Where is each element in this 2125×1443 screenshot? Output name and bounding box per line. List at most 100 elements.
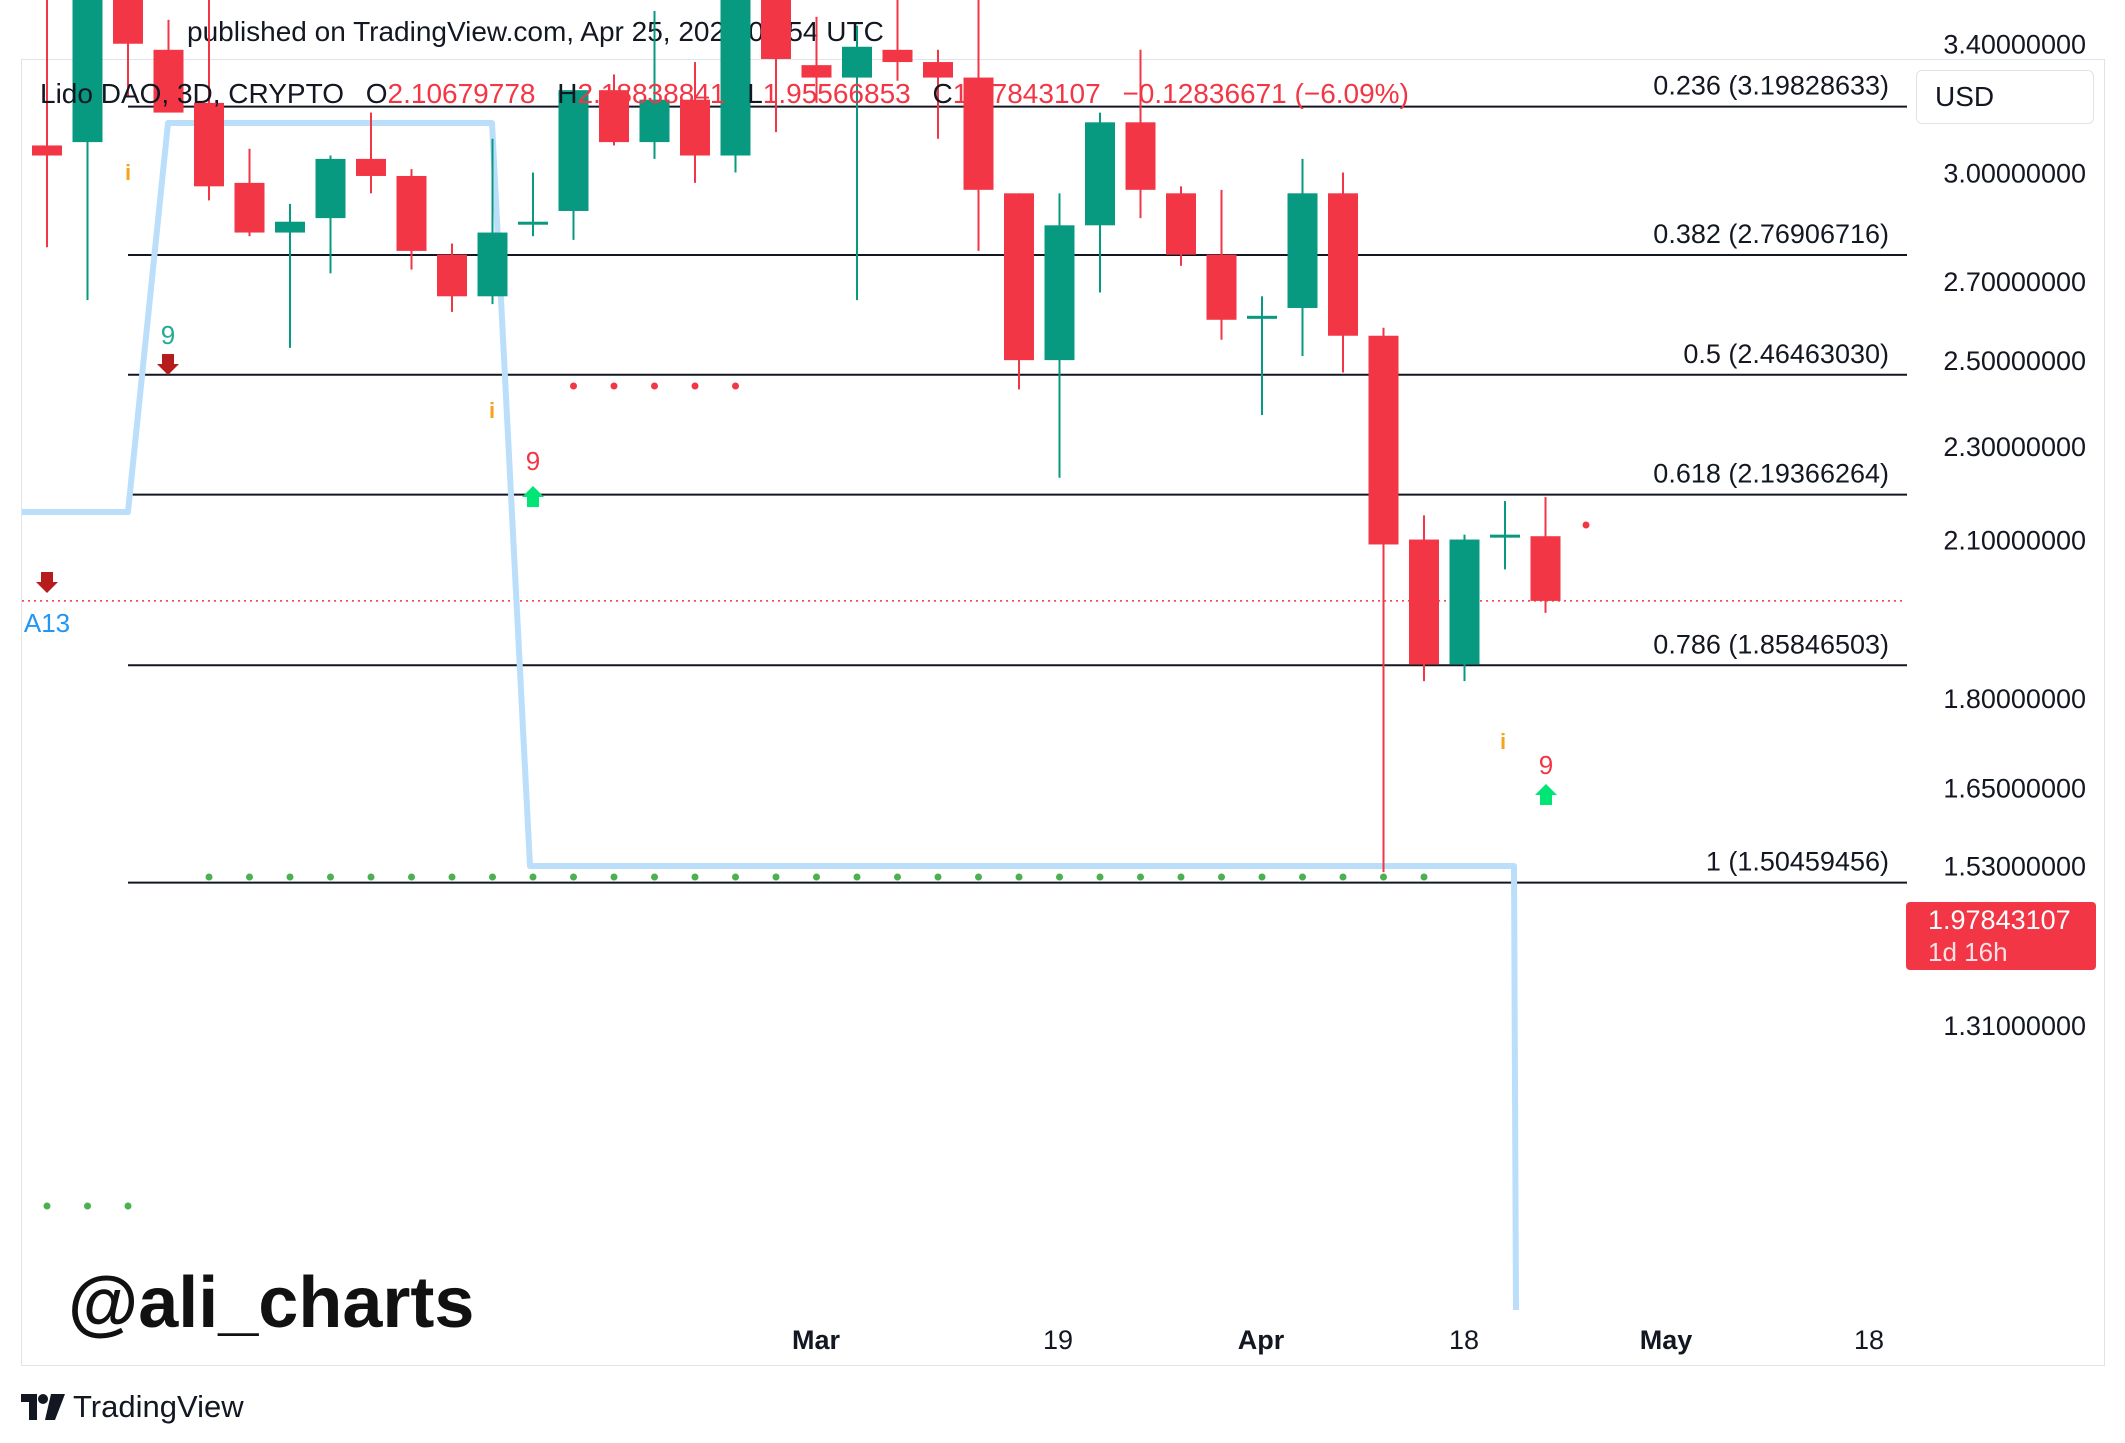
open-label: O	[365, 78, 388, 109]
resistance-dot	[1582, 521, 1590, 529]
candle-body	[923, 62, 953, 78]
signal-count-label: 9	[1539, 750, 1553, 780]
support-dot	[894, 873, 901, 881]
candle-body	[518, 221, 548, 225]
candle-body	[1247, 315, 1277, 319]
support-dot	[570, 873, 577, 881]
fib-level-label: 1 (1.50459456)	[1706, 847, 1889, 877]
support-dot	[651, 873, 658, 881]
tradingview-name: TradingView	[73, 1389, 244, 1424]
y-axis-tick: 2.70000000	[1943, 267, 2086, 297]
signal-count-label: 9	[526, 446, 540, 476]
x-axis-tick: 18	[1449, 1325, 1479, 1355]
close-value: 1.97843107	[952, 78, 1101, 109]
fib-level-label: 0.618 (2.19366264)	[1653, 459, 1889, 489]
support-dot	[1420, 873, 1428, 881]
candle-body	[801, 65, 832, 78]
support-dot	[1096, 873, 1104, 881]
resistance-dot	[691, 382, 699, 390]
info-marker-icon: i	[1500, 729, 1506, 754]
support-dot	[84, 1202, 91, 1210]
candle-body	[882, 49, 913, 63]
sell-arrow-icon	[157, 354, 179, 375]
x-axis-tick: Mar	[792, 1325, 841, 1355]
support-dot	[691, 873, 699, 881]
trend-line	[22, 120, 1519, 1311]
support-dot	[1056, 873, 1063, 881]
candle-body	[1490, 534, 1520, 538]
candle-body	[599, 90, 629, 143]
support-dot	[1299, 873, 1306, 881]
candle-body	[1085, 122, 1115, 226]
support-dot	[205, 873, 213, 881]
fib-level-label: 0.786 (1.85846503)	[1653, 629, 1889, 659]
x-axis-tick: 19	[1043, 1325, 1073, 1355]
candle-body	[194, 102, 224, 187]
candle-body	[842, 46, 872, 78]
fib-level-label: 0.236 (3.19828633)	[1653, 71, 1889, 101]
candle-body	[1328, 193, 1358, 336]
low-value: 1.95566853	[762, 78, 911, 109]
candle-body	[761, 0, 791, 59]
y-axis-tick: 1.53000000	[1943, 851, 2086, 881]
open-value: 2.10679778	[387, 78, 536, 109]
y-axis-tick: 2.30000000	[1943, 432, 2086, 462]
support-dot	[408, 873, 415, 881]
last-price-tag: 1.97843107 1d 16h	[1906, 902, 2096, 970]
candle-body	[639, 99, 670, 143]
sell-arrow-icon	[36, 572, 58, 593]
candle-body	[1044, 225, 1075, 361]
bar-countdown: 1d 16h	[1928, 937, 2008, 967]
candle-body	[396, 175, 427, 251]
support-dot	[489, 873, 496, 881]
support-dot	[367, 873, 375, 881]
x-axis-tick: 18	[1854, 1325, 1884, 1355]
support-dot	[1380, 873, 1387, 881]
info-marker-icon: i	[125, 160, 131, 185]
candle-body	[356, 158, 386, 176]
y-axis-tick: 1.65000000	[1943, 774, 2086, 804]
symbol-legend: Lido DAO, 3D, CRYPTO O2.10679778 H2.1883…	[40, 78, 1409, 110]
y-axis-tick: 3.40000000	[1943, 30, 2086, 60]
support-dot	[1015, 873, 1023, 881]
support-dot	[327, 873, 334, 881]
change-value: −0.12836671 (−6.09%)	[1122, 78, 1409, 109]
y-axis-tick: 1.80000000	[1943, 684, 2086, 714]
tradingview-brand[interactable]: TradingView	[21, 1389, 244, 1425]
candle-body	[1166, 193, 1196, 255]
support-dot	[1339, 873, 1347, 881]
high-value: 2.18838841	[577, 78, 726, 109]
y-axis-tick: 2.10000000	[1943, 526, 2086, 556]
candle-body	[234, 182, 265, 233]
buy-arrow-icon	[522, 486, 544, 507]
support-dot	[934, 873, 942, 881]
support-dot	[286, 873, 294, 881]
support-dot	[1177, 873, 1185, 881]
buy-arrow-icon	[1535, 784, 1557, 805]
resistance-dot	[570, 382, 577, 390]
support-dot	[124, 1202, 132, 1210]
info-marker-icon: i	[489, 398, 495, 423]
x-axis-tick: Apr	[1238, 1325, 1285, 1355]
author-watermark: @ali_charts	[68, 1263, 475, 1343]
candle-body	[437, 254, 467, 297]
resistance-dot	[651, 382, 658, 390]
candle-body	[1449, 539, 1480, 665]
support-dot	[772, 873, 780, 881]
currency-button[interactable]: USD	[1916, 70, 2094, 124]
candle-body	[315, 158, 346, 219]
fib-level-label: 0.382 (2.76906716)	[1653, 219, 1889, 249]
support-dot	[246, 873, 253, 881]
support-dot	[1218, 873, 1225, 881]
candle-body	[1287, 193, 1318, 308]
y-axis-tick: 3.00000000	[1943, 159, 2086, 189]
resistance-dot	[610, 382, 618, 390]
candle-body	[153, 49, 184, 113]
fib-level-label: 0.5 (2.46463030)	[1683, 339, 1889, 369]
support-dot	[975, 873, 982, 881]
tradingview-logo-icon	[21, 1394, 65, 1420]
candle-body	[275, 221, 305, 233]
candle-body	[32, 145, 62, 156]
x-axis-tick: May	[1640, 1325, 1693, 1355]
